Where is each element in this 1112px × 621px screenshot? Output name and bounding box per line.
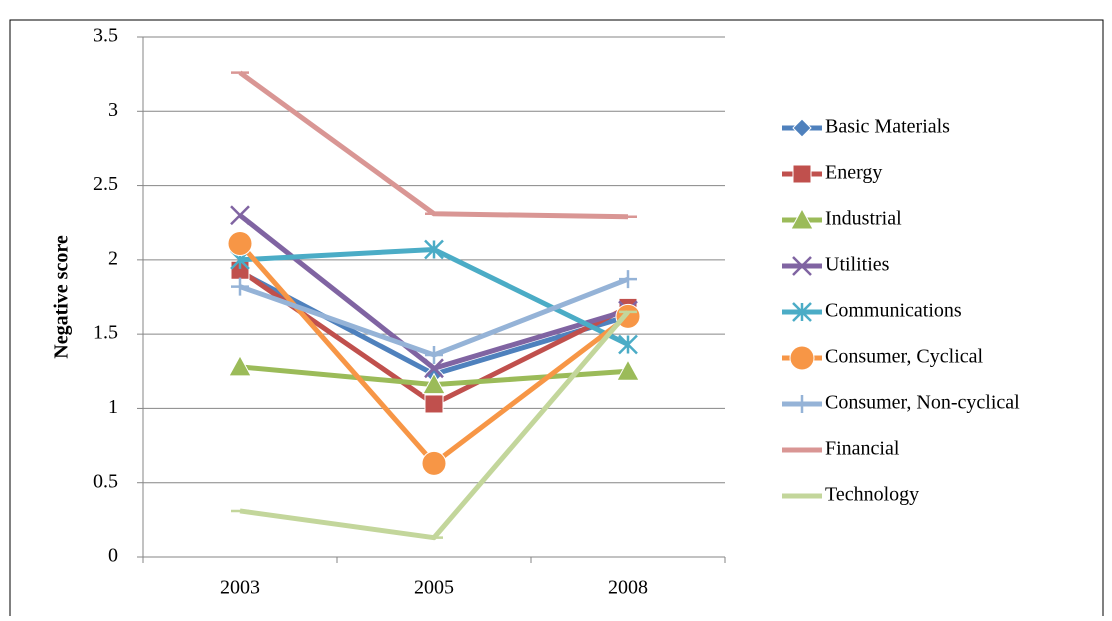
marker-shape xyxy=(789,345,815,371)
marker xyxy=(793,395,811,413)
marker xyxy=(618,334,638,355)
marker-shape xyxy=(231,277,249,296)
legend-label: Consumer, Non-cyclical xyxy=(825,392,1020,414)
marker-shape xyxy=(424,394,444,414)
marker-shape xyxy=(793,395,811,413)
y-tick-label: 2 xyxy=(108,247,118,269)
marker xyxy=(231,277,249,296)
marker xyxy=(421,450,447,476)
marker-shape xyxy=(792,164,812,184)
marker xyxy=(230,205,250,226)
marker-shape xyxy=(618,334,638,355)
y-tick-label: 0 xyxy=(108,545,118,567)
marker-shape xyxy=(421,450,447,476)
marker xyxy=(792,118,812,138)
marker-shape xyxy=(792,302,812,322)
marker-shape xyxy=(228,354,252,377)
marker xyxy=(227,231,253,257)
marker xyxy=(616,359,640,381)
y-tick-label: 1.5 xyxy=(93,322,118,344)
marker xyxy=(425,345,443,364)
chart-frame xyxy=(9,19,1104,621)
legend-label: Financial xyxy=(825,438,900,460)
x-tick-label: 2008 xyxy=(608,577,648,599)
marker-shape xyxy=(792,256,812,276)
y-tick-label: 2.5 xyxy=(93,173,118,195)
marker-shape xyxy=(790,207,814,230)
marker xyxy=(424,394,444,414)
legend-label: Technology xyxy=(825,484,919,506)
legend-label: Energy xyxy=(825,162,882,184)
y-tick-label: 3.5 xyxy=(93,25,118,47)
legend-label: Communications xyxy=(825,300,962,322)
marker xyxy=(790,207,814,230)
x-tick-label: 2005 xyxy=(414,577,454,599)
y-tick-label: 1 xyxy=(108,396,118,418)
marker-shape xyxy=(230,205,250,226)
y-tick-label: 3 xyxy=(108,99,118,121)
marker xyxy=(789,345,815,371)
marker xyxy=(424,358,444,379)
marker xyxy=(792,302,812,322)
legend-label: Consumer, Cyclical xyxy=(825,346,984,368)
marker xyxy=(422,372,446,395)
marker-shape xyxy=(424,358,444,379)
marker xyxy=(228,354,252,377)
marker-shape xyxy=(425,345,443,364)
x-tick-label: 2003 xyxy=(220,577,260,599)
y-axis-label: Negative score xyxy=(51,235,73,359)
marker xyxy=(792,256,812,276)
y-tick-label: 0.5 xyxy=(93,470,118,492)
legend-label: Industrial xyxy=(825,208,902,230)
marker-shape xyxy=(424,239,444,260)
marker-shape xyxy=(616,359,640,381)
marker xyxy=(424,239,444,260)
marker-shape xyxy=(619,270,637,289)
marker-shape xyxy=(422,372,446,395)
marker-shape xyxy=(227,231,253,257)
legend-label: Basic Materials xyxy=(825,116,950,138)
marker-shape xyxy=(792,118,812,138)
marker xyxy=(792,164,812,184)
marker xyxy=(619,270,637,289)
legend-label: Utilities xyxy=(825,254,890,276)
